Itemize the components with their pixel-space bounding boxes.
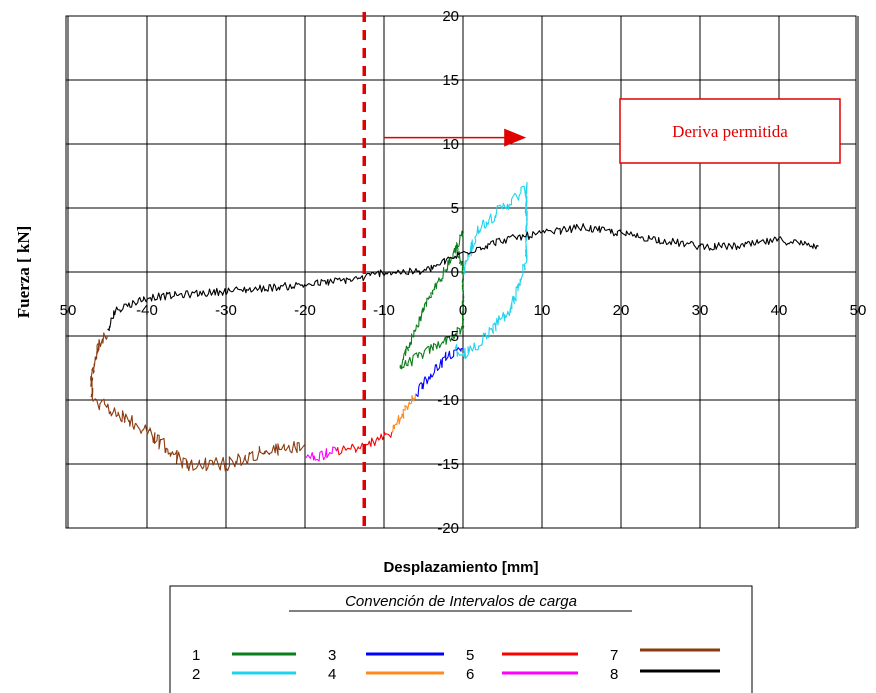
y-tick-label: 5 bbox=[451, 200, 459, 217]
x-tick-label: -30 bbox=[215, 302, 237, 319]
legend-label-6: 6 bbox=[466, 666, 474, 683]
legend-label-8: 8 bbox=[610, 666, 618, 683]
y-tick-label: -5 bbox=[446, 328, 459, 345]
x-tick-label: 30 bbox=[692, 302, 709, 319]
series-line-8 bbox=[107, 223, 819, 332]
x-tick-label: -40 bbox=[136, 302, 158, 319]
x-tick-label: 20 bbox=[613, 302, 630, 319]
x-tick-label: 10 bbox=[534, 302, 551, 319]
axes-layer: 50 -40 -30 -20 -10 0 10 20 30 40 50-20-15-10-50510… bbox=[14, 8, 866, 576]
series-line-7 bbox=[90, 332, 306, 472]
x-tick-label: -10 bbox=[373, 302, 395, 319]
series-line-3 bbox=[415, 347, 464, 398]
y-tick-label: -15 bbox=[437, 456, 459, 473]
legend-label-3: 3 bbox=[328, 647, 336, 664]
legend-label-7: 7 bbox=[610, 647, 618, 664]
series-line-5 bbox=[336, 431, 393, 456]
y-tick-label: 10 bbox=[442, 136, 459, 153]
legend-label-2: 2 bbox=[192, 666, 200, 683]
legend-label-4: 4 bbox=[328, 666, 336, 683]
annotation-text: Deriva permitida bbox=[672, 122, 788, 141]
legend: Convención de Intervalos de carga 1 2 3 4 5 6 7… bbox=[169, 585, 753, 693]
x-tick-label: 0 bbox=[459, 302, 467, 319]
x-tick-label: 50 bbox=[60, 302, 77, 319]
y-axis-label: Fuerza [ kN] bbox=[14, 226, 33, 319]
series-line-6 bbox=[304, 446, 338, 462]
annotation-layer: Deriva permitida bbox=[362, 12, 841, 528]
legend-title: Convención de Intervalos de carga bbox=[345, 593, 577, 610]
y-tick-label: -20 bbox=[437, 520, 459, 537]
series-layer bbox=[90, 181, 819, 472]
y-tick-label: 15 bbox=[442, 72, 459, 89]
drift-arrow-head bbox=[504, 128, 527, 147]
legend-box bbox=[169, 585, 753, 693]
legend-label-5: 5 bbox=[466, 647, 474, 664]
y-tick-label: -10 bbox=[437, 392, 459, 409]
x-tick-label: 40 bbox=[771, 302, 788, 319]
series-line-4 bbox=[391, 393, 417, 433]
legend-label-1: 1 bbox=[192, 647, 200, 664]
annotation-box bbox=[619, 98, 841, 164]
x-tick-label: 50 bbox=[850, 302, 867, 319]
y-tick-label: 0 bbox=[451, 264, 459, 281]
series-line-1 bbox=[399, 230, 465, 370]
x-tick-label: -20 bbox=[294, 302, 316, 319]
y-tick-label: 20 bbox=[442, 8, 459, 25]
x-axis-label: Desplazamiento [mm] bbox=[383, 559, 538, 576]
